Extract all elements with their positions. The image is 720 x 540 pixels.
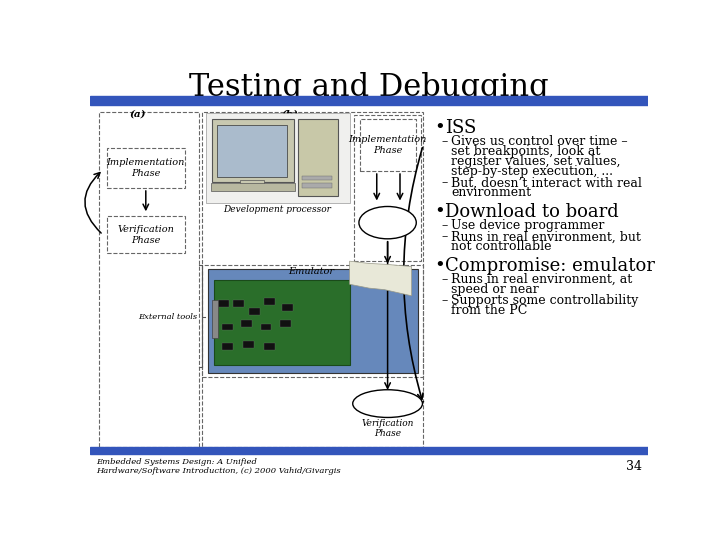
Text: •: • — [434, 256, 445, 274]
Text: But, doesn’t interact with real: But, doesn’t interact with real — [451, 177, 642, 190]
Text: not controllable: not controllable — [451, 240, 552, 253]
FancyBboxPatch shape — [233, 300, 244, 307]
Text: Implementation
Phase: Implementation Phase — [107, 158, 185, 178]
Text: –: – — [442, 135, 448, 148]
Text: register values, set values,: register values, set values, — [451, 155, 621, 168]
FancyBboxPatch shape — [241, 320, 252, 327]
Text: •: • — [434, 119, 445, 137]
Text: –: – — [442, 219, 448, 232]
Text: Verification
Phase: Verification Phase — [117, 225, 174, 245]
FancyBboxPatch shape — [222, 323, 233, 330]
Text: –: – — [442, 294, 448, 307]
Text: Implementation
Phase: Implementation Phase — [348, 135, 427, 154]
FancyBboxPatch shape — [264, 298, 275, 305]
FancyBboxPatch shape — [206, 112, 350, 204]
FancyBboxPatch shape — [212, 300, 218, 338]
Text: Use device programmer: Use device programmer — [451, 219, 605, 232]
FancyBboxPatch shape — [218, 300, 229, 307]
Text: (a): (a) — [130, 110, 146, 119]
Text: speed or near: speed or near — [451, 283, 539, 296]
Text: Testing and Debugging: Testing and Debugging — [189, 72, 549, 103]
Text: environment: environment — [451, 186, 531, 199]
FancyBboxPatch shape — [302, 184, 332, 188]
Ellipse shape — [353, 390, 423, 417]
Text: •: • — [434, 202, 445, 221]
FancyBboxPatch shape — [249, 308, 260, 315]
Text: Development processor: Development processor — [224, 205, 331, 214]
Text: 34: 34 — [626, 460, 642, 473]
Text: Supports some controllability: Supports some controllability — [451, 294, 639, 307]
FancyBboxPatch shape — [280, 320, 291, 327]
FancyBboxPatch shape — [214, 280, 350, 365]
Ellipse shape — [359, 206, 416, 239]
Bar — [90, 96, 648, 105]
FancyBboxPatch shape — [217, 125, 287, 177]
Text: External tools: External tools — [138, 313, 197, 321]
FancyBboxPatch shape — [261, 323, 271, 330]
Text: set breakpoints, look at: set breakpoints, look at — [451, 145, 600, 158]
Polygon shape — [350, 261, 412, 296]
FancyBboxPatch shape — [211, 184, 294, 191]
FancyBboxPatch shape — [297, 119, 338, 195]
Text: Embedded Systems Design: A Unified
Hardware/Software Introduction, (c) 2000 Vahi: Embedded Systems Design: A Unified Hardw… — [96, 458, 341, 475]
Text: –: – — [442, 177, 448, 190]
Text: Verification
Phase: Verification Phase — [361, 418, 414, 438]
Text: (b): (b) — [282, 110, 299, 119]
Text: Emulator: Emulator — [288, 267, 334, 275]
FancyBboxPatch shape — [302, 176, 332, 180]
Text: ISS: ISS — [445, 119, 477, 137]
Text: Download to board: Download to board — [445, 202, 618, 221]
Bar — [90, 447, 648, 455]
FancyBboxPatch shape — [240, 180, 264, 186]
FancyBboxPatch shape — [208, 269, 418, 373]
FancyBboxPatch shape — [222, 343, 233, 350]
FancyBboxPatch shape — [212, 119, 294, 182]
Text: Programmer: Programmer — [352, 399, 423, 409]
FancyBboxPatch shape — [243, 341, 254, 348]
Text: Runs in real environment, at: Runs in real environment, at — [451, 273, 632, 286]
Text: Runs in real environment, but: Runs in real environment, but — [451, 231, 641, 244]
Text: Compromise: emulator: Compromise: emulator — [445, 256, 654, 274]
FancyBboxPatch shape — [264, 343, 275, 350]
Text: from the PC: from the PC — [451, 304, 528, 318]
Text: Debugger
/ ISS: Debugger / ISS — [361, 213, 414, 232]
Text: –: – — [442, 231, 448, 244]
Text: step-by-step execution, ...: step-by-step execution, ... — [451, 165, 613, 178]
Text: Gives us control over time –: Gives us control over time – — [451, 135, 628, 148]
FancyBboxPatch shape — [282, 304, 293, 311]
Text: –: – — [442, 273, 448, 286]
